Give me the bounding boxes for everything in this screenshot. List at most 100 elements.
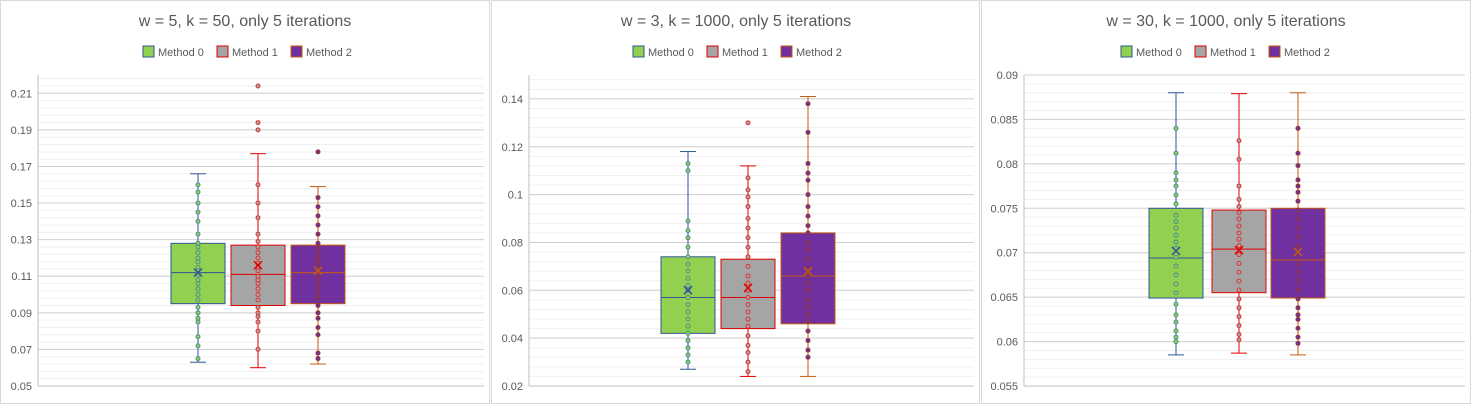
data-point xyxy=(315,240,321,246)
legend-label: Method 2 xyxy=(306,47,352,59)
data-point xyxy=(685,294,691,300)
legend-swatch xyxy=(780,45,793,58)
box-3 xyxy=(780,96,836,377)
data-point xyxy=(1295,225,1301,231)
data-point xyxy=(685,254,691,260)
legend-swatch xyxy=(1268,45,1281,58)
data-point xyxy=(1295,150,1301,156)
data-point xyxy=(1236,251,1242,257)
data-point xyxy=(315,273,321,279)
y-tick-label: 0.15 xyxy=(11,198,32,210)
data-point xyxy=(685,161,691,167)
data-point xyxy=(195,292,201,298)
data-point xyxy=(195,182,201,188)
data-point xyxy=(195,240,201,246)
data-point xyxy=(1173,177,1179,183)
data-point xyxy=(1236,287,1242,293)
data-point xyxy=(1295,163,1301,169)
legend-label: Method 0 xyxy=(1136,47,1182,59)
data-point xyxy=(255,231,261,237)
data-point xyxy=(1236,210,1242,216)
data-point xyxy=(685,261,691,267)
data-point xyxy=(1295,183,1301,189)
data-point xyxy=(1295,340,1301,346)
data-point xyxy=(805,230,811,236)
data-point xyxy=(745,316,751,322)
data-point xyxy=(195,264,201,270)
box-3 xyxy=(1270,92,1326,356)
data-point xyxy=(195,343,201,349)
data-point xyxy=(805,101,811,107)
mean-marker xyxy=(313,266,323,276)
legend-label: Method 2 xyxy=(796,47,842,59)
data-point xyxy=(1236,296,1242,302)
data-point xyxy=(1236,243,1242,249)
data-point xyxy=(745,235,751,241)
legend-item-1: Method 0 xyxy=(1120,45,1182,59)
data-point xyxy=(805,311,811,317)
data-point xyxy=(1295,260,1301,266)
chart-2: 0.02 0.04 0.06 0.08 0.1 0.12 0.14 w = 3, k = 10… xyxy=(502,13,974,393)
data-point xyxy=(315,284,321,290)
data-point xyxy=(1173,301,1179,307)
data-point xyxy=(1236,204,1242,210)
data-point xyxy=(805,256,811,262)
legend-swatch xyxy=(1194,45,1207,58)
data-point xyxy=(1236,156,1242,162)
data-point xyxy=(805,170,811,176)
data-point xyxy=(255,319,261,325)
data-point xyxy=(1295,216,1301,222)
chart-frame-2 xyxy=(491,0,980,404)
data-point xyxy=(315,303,321,309)
y-tick-label: 0.07 xyxy=(11,344,32,356)
data-point xyxy=(805,177,811,183)
y-tick-label: 0.05 xyxy=(11,381,32,393)
data-point xyxy=(805,287,811,293)
y-tick-label: 0.21 xyxy=(11,88,32,100)
chart-frame-1 xyxy=(0,0,490,404)
data-point xyxy=(805,338,811,344)
chart-3: 0.055 0.06 0.065 0.07 0.075 0.08 0.085 0.09 w = … xyxy=(990,13,1465,393)
chart-title: w = 30, k = 1000, only 5 iterations xyxy=(1105,13,1345,30)
data-point xyxy=(315,315,321,321)
data-point xyxy=(195,356,201,362)
data-point xyxy=(1173,192,1179,198)
data-point xyxy=(1173,219,1179,225)
y-tick-label: 0.055 xyxy=(990,381,1018,393)
data-point xyxy=(1236,314,1242,320)
data-point xyxy=(1173,125,1179,131)
data-point xyxy=(805,347,811,353)
data-point xyxy=(1236,223,1242,229)
data-point xyxy=(745,309,751,315)
data-point xyxy=(1173,183,1179,189)
box-1 xyxy=(660,151,716,370)
data-point xyxy=(315,231,321,237)
data-point xyxy=(1295,269,1301,275)
data-point xyxy=(745,294,751,300)
data-point xyxy=(255,304,261,310)
mean-marker xyxy=(1293,247,1303,257)
data-point xyxy=(685,316,691,322)
data-point xyxy=(685,359,691,365)
data-point xyxy=(255,182,261,188)
data-point xyxy=(1295,177,1301,183)
legend-label: Method 1 xyxy=(232,47,278,59)
data-point xyxy=(685,283,691,289)
data-point xyxy=(315,356,321,362)
data-point xyxy=(1173,339,1179,345)
data-point xyxy=(805,247,811,253)
data-point xyxy=(1236,278,1242,284)
data-point xyxy=(745,254,751,260)
data-point xyxy=(745,273,751,279)
data-point xyxy=(805,304,811,310)
data-point xyxy=(745,280,751,286)
legend-item-2: Method 1 xyxy=(706,45,768,59)
box-1 xyxy=(1148,92,1204,356)
data-point xyxy=(315,350,321,356)
data-point xyxy=(255,292,261,298)
data-point xyxy=(1173,254,1179,260)
y-tick-label: 0.17 xyxy=(11,161,32,173)
data-point xyxy=(255,328,261,334)
data-point xyxy=(685,168,691,174)
data-point xyxy=(1295,207,1301,213)
